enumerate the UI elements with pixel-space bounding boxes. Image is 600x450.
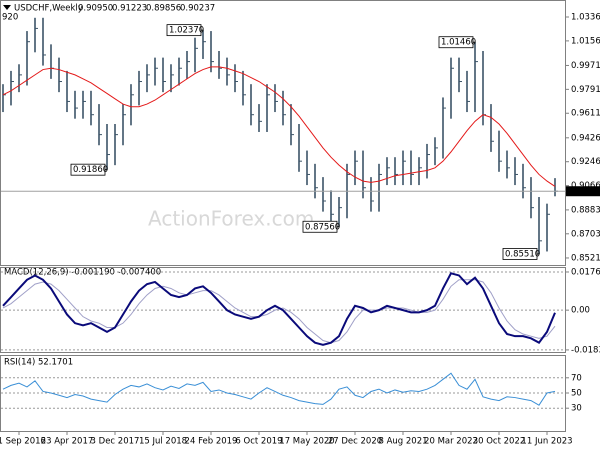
annotation-box — [302, 220, 338, 233]
annotation-label: 0.87560 — [305, 222, 340, 232]
x-tick-label: 11 Sep 2016 — [0, 437, 46, 447]
quote-label: 0.91223 — [112, 4, 147, 14]
y-tick-label: 0.00 — [571, 306, 590, 316]
annotation-label: 1.02370 — [169, 26, 204, 36]
moving-average — [2, 66, 556, 187]
quote-label: 0.90950 — [78, 4, 113, 14]
x-tick-label: 23 Apr 2017 — [41, 437, 94, 447]
annotation-box — [70, 163, 106, 176]
y-tick-label: 0.017603 — [571, 267, 600, 277]
x-tick-label: 11 Jun 2023 — [521, 437, 572, 447]
x-tick-label: 6 Oct 2019 — [235, 437, 282, 447]
annotation-label: 0.91860 — [73, 165, 108, 175]
y-tick-label: -0.01834 — [571, 345, 600, 355]
panel-frame — [0, 0, 566, 266]
x-tick-label: 24 Feb 2019 — [185, 437, 238, 447]
annotation-label: 1.01460 — [441, 38, 476, 48]
x-tick-label: 17 May 2020 — [279, 437, 334, 447]
last-price-box — [566, 186, 600, 197]
annotation-box — [166, 24, 202, 37]
watermark: ActionForex.com — [148, 207, 314, 231]
y-tick-label: 50 — [571, 389, 582, 399]
last-price-label: 0.90237 — [568, 187, 600, 197]
y-tick-label: 30 — [571, 404, 582, 414]
corner-label: 920 — [2, 13, 18, 23]
rsi-line — [2, 372, 556, 406]
x-tick-label: 15 Jul 2018 — [139, 437, 187, 447]
x-tick-label: 8 Aug 2021 — [378, 437, 427, 447]
annotation-label: 0.85510 — [505, 249, 540, 259]
x-tick-label: 3 Dec 2017 — [91, 437, 140, 447]
title-arrow — [3, 5, 11, 10]
annotation-box — [502, 248, 538, 260]
quote-label: 0.89856 — [146, 4, 181, 14]
quote-label: 0.90237 — [180, 4, 215, 14]
macd-line — [2, 272, 556, 346]
x-tick-label: 30 Oct 2022 — [473, 437, 526, 447]
rsi-title: RSI(14) 52.1701 — [4, 358, 73, 368]
annotation-box — [438, 36, 474, 49]
macd-title: MACD(12,26,9) -0.001190 -0.007400 — [4, 268, 161, 278]
x-tick-label: 20 Mar 2022 — [424, 437, 478, 447]
y-tick-label: 1.03360 — [571, 12, 600, 22]
x-tick-label: 27 Dec 2020 — [328, 437, 382, 447]
chart-title: USDCHF,Weekly — [14, 4, 83, 14]
y-tick-label: 70 — [571, 373, 582, 383]
